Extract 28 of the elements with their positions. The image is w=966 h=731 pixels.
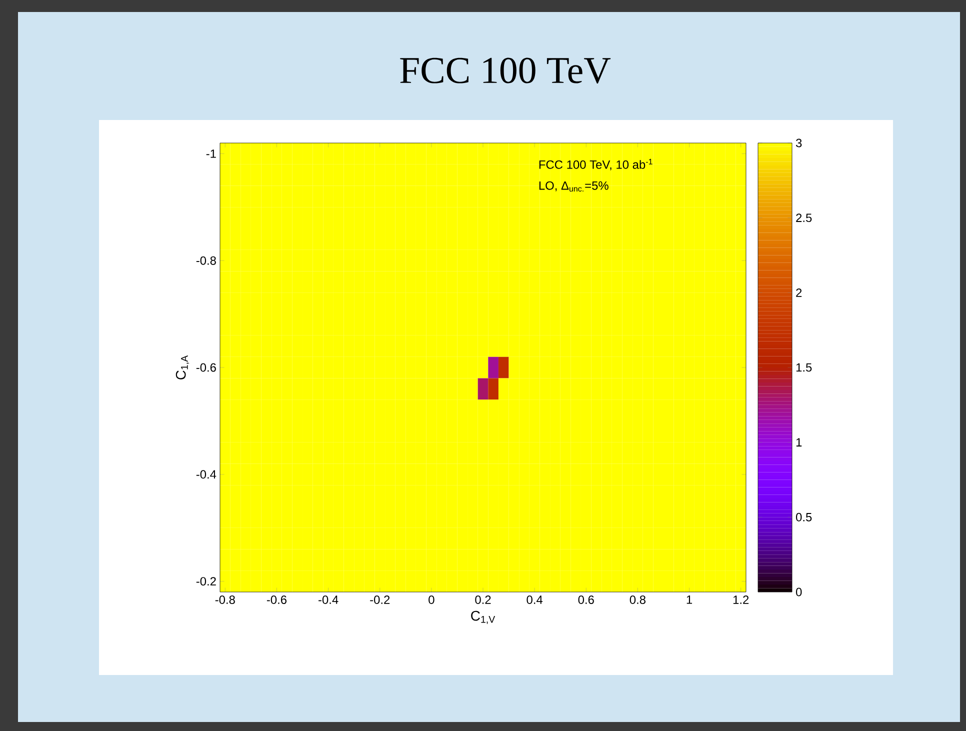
x-axis-title: C$_{1,V}$ [471,610,496,624]
y-tick-label: -1 [206,150,216,158]
x-tick-label: 0.8 [630,596,646,604]
color-bar-label: 1 [796,438,802,446]
color-bar-label: 0.5 [796,512,812,522]
color-bar-label: 0 [796,588,802,596]
color-bar-label: 2.5 [796,214,812,222]
x-tick-label: -0.4 [318,596,338,604]
x-tick-label: 0.4 [526,596,543,604]
y-tick-label: -0.8 [196,256,216,265]
annotation: FCC 100 TeV, 10 ab$^{-1}$ [539,158,652,170]
x-tick-label: -0.8 [215,596,235,604]
x-tick-label: 0.6 [578,596,594,604]
y-tick-label: -0.4 [196,470,216,479]
y-tick-label: -0.2 [196,577,216,586]
x-tick-label: 0.2 [475,596,491,604]
x-tick-label: 0 [428,596,434,604]
x-tick-label: -0.2 [370,596,390,604]
color-bar-label: 2 [796,288,802,297]
x-tick-label: 1 [686,596,692,604]
y-tick-label: -0.6 [196,363,216,372]
x-tick-label: 1.2 [733,596,749,604]
annotation: LO, Δ$_{unc.}$=5% [539,181,608,192]
chart-title: FCC 100 TeV [400,58,611,84]
x-tick-label: -0.6 [266,596,287,604]
color-bar-label: 1.5 [796,363,812,372]
y-axis-title: C$_{1,A}$ [176,355,190,380]
color-bar-label: 3 [796,138,802,148]
